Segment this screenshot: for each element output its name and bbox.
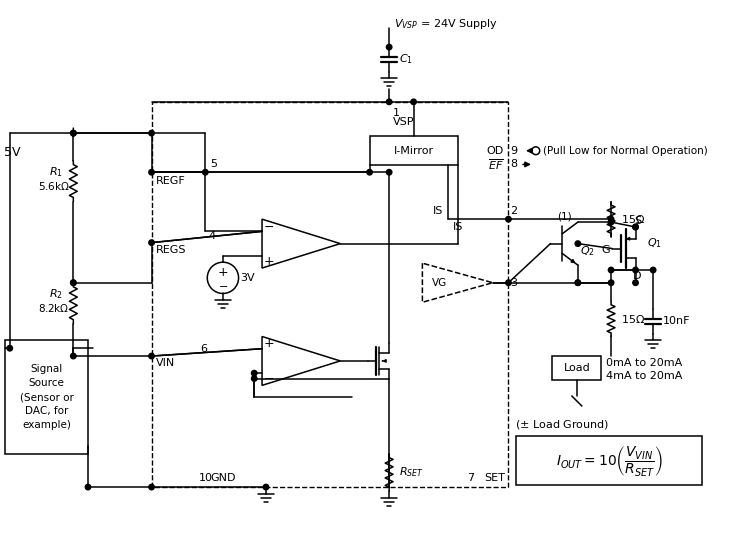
Circle shape bbox=[149, 240, 154, 246]
Text: $+$: $+$ bbox=[263, 255, 274, 268]
Text: ($\pm$ Load Ground): ($\pm$ Load Ground) bbox=[515, 418, 609, 431]
Text: REGF: REGF bbox=[156, 176, 186, 186]
Circle shape bbox=[387, 44, 392, 50]
Bar bbox=[5, 340, 88, 454]
Circle shape bbox=[252, 371, 257, 376]
Text: 4mA to 20mA: 4mA to 20mA bbox=[606, 371, 682, 381]
Circle shape bbox=[633, 225, 638, 230]
Text: 3: 3 bbox=[510, 278, 517, 288]
Text: IS: IS bbox=[433, 206, 443, 216]
Text: $-$: $-$ bbox=[263, 372, 274, 385]
Text: 8.2k$\Omega$: 8.2k$\Omega$ bbox=[38, 302, 69, 314]
Circle shape bbox=[650, 267, 656, 273]
Text: 7: 7 bbox=[467, 473, 475, 483]
Text: 15$\Omega$: 15$\Omega$ bbox=[621, 213, 645, 225]
Text: (Pull Low for Normal Operation): (Pull Low for Normal Operation) bbox=[542, 146, 708, 156]
Circle shape bbox=[149, 169, 154, 175]
Circle shape bbox=[633, 225, 638, 230]
Circle shape bbox=[633, 280, 638, 286]
Bar bbox=[151, 102, 508, 487]
Circle shape bbox=[609, 280, 614, 286]
Text: Signal
Source
(Sensor or
DAC, for
example): Signal Source (Sensor or DAC, for exampl… bbox=[19, 364, 73, 430]
Circle shape bbox=[71, 130, 76, 136]
Text: 5V: 5V bbox=[4, 146, 20, 159]
Text: $Q_1$: $Q_1$ bbox=[647, 236, 662, 249]
Circle shape bbox=[203, 169, 208, 175]
Text: 6: 6 bbox=[200, 344, 207, 354]
Text: $-$: $-$ bbox=[218, 280, 228, 289]
Text: $-$: $-$ bbox=[263, 220, 274, 233]
Text: +: + bbox=[218, 267, 228, 280]
Text: 5.6k$\Omega$: 5.6k$\Omega$ bbox=[38, 180, 70, 192]
Text: IS: IS bbox=[453, 222, 463, 232]
Circle shape bbox=[506, 216, 511, 222]
Circle shape bbox=[367, 169, 372, 175]
Text: GND: GND bbox=[210, 473, 235, 483]
Circle shape bbox=[252, 376, 257, 381]
Text: 8: 8 bbox=[510, 160, 518, 169]
Text: $R_1$: $R_1$ bbox=[48, 166, 63, 179]
Circle shape bbox=[575, 280, 580, 286]
Circle shape bbox=[387, 169, 392, 175]
Circle shape bbox=[263, 484, 269, 490]
Text: $+$: $+$ bbox=[263, 337, 274, 350]
Text: 9: 9 bbox=[510, 146, 518, 156]
Circle shape bbox=[575, 241, 580, 246]
Circle shape bbox=[387, 99, 392, 104]
Text: D: D bbox=[633, 271, 641, 281]
Text: $Q_2$: $Q_2$ bbox=[580, 245, 595, 259]
Text: $C_1$: $C_1$ bbox=[399, 52, 413, 65]
Text: 3V: 3V bbox=[241, 273, 255, 283]
Bar bbox=[516, 436, 702, 485]
Text: VIN: VIN bbox=[156, 358, 175, 368]
Circle shape bbox=[149, 130, 154, 136]
Text: $I_{OUT} = 10\left(\dfrac{V_{VIN}}{R_{SET}}\right)$: $I_{OUT} = 10\left(\dfrac{V_{VIN}}{R_{SE… bbox=[556, 444, 662, 478]
Text: $V_{VSP}$ = 24V Supply: $V_{VSP}$ = 24V Supply bbox=[394, 17, 498, 31]
Circle shape bbox=[609, 219, 614, 225]
Circle shape bbox=[85, 484, 91, 490]
Circle shape bbox=[633, 267, 638, 273]
Text: OD: OD bbox=[486, 146, 504, 156]
Text: $R_2$: $R_2$ bbox=[48, 288, 63, 301]
Circle shape bbox=[609, 267, 614, 273]
Text: $R_{SET}$: $R_{SET}$ bbox=[399, 465, 424, 479]
Text: 5: 5 bbox=[210, 159, 218, 169]
Circle shape bbox=[71, 130, 76, 136]
Circle shape bbox=[410, 99, 416, 104]
Text: $\overline{EF}$: $\overline{EF}$ bbox=[488, 157, 504, 171]
Text: 10: 10 bbox=[198, 473, 212, 483]
Text: S: S bbox=[634, 216, 641, 226]
Text: I-Mirror: I-Mirror bbox=[393, 146, 434, 156]
Text: SET: SET bbox=[484, 473, 505, 483]
Text: G: G bbox=[601, 246, 610, 255]
Circle shape bbox=[71, 280, 76, 286]
Text: Load: Load bbox=[563, 363, 590, 373]
Text: (1): (1) bbox=[557, 211, 571, 221]
Circle shape bbox=[7, 346, 13, 351]
Circle shape bbox=[506, 280, 511, 286]
Circle shape bbox=[149, 484, 154, 490]
Text: REGS: REGS bbox=[156, 245, 186, 255]
Text: VG: VG bbox=[432, 278, 448, 288]
Text: 0mA to 20mA: 0mA to 20mA bbox=[606, 358, 682, 368]
Text: 4: 4 bbox=[209, 230, 215, 241]
Circle shape bbox=[71, 353, 76, 359]
Bar bbox=[553, 356, 601, 380]
Text: 15$\Omega$: 15$\Omega$ bbox=[621, 313, 645, 325]
Text: 1: 1 bbox=[393, 108, 400, 118]
Text: 2: 2 bbox=[510, 206, 518, 216]
Circle shape bbox=[149, 353, 154, 359]
Bar bbox=[370, 136, 457, 166]
Circle shape bbox=[575, 280, 580, 286]
Text: VSP: VSP bbox=[393, 117, 414, 128]
Text: 10nF: 10nF bbox=[663, 316, 691, 326]
Circle shape bbox=[71, 280, 76, 286]
Circle shape bbox=[609, 216, 614, 222]
